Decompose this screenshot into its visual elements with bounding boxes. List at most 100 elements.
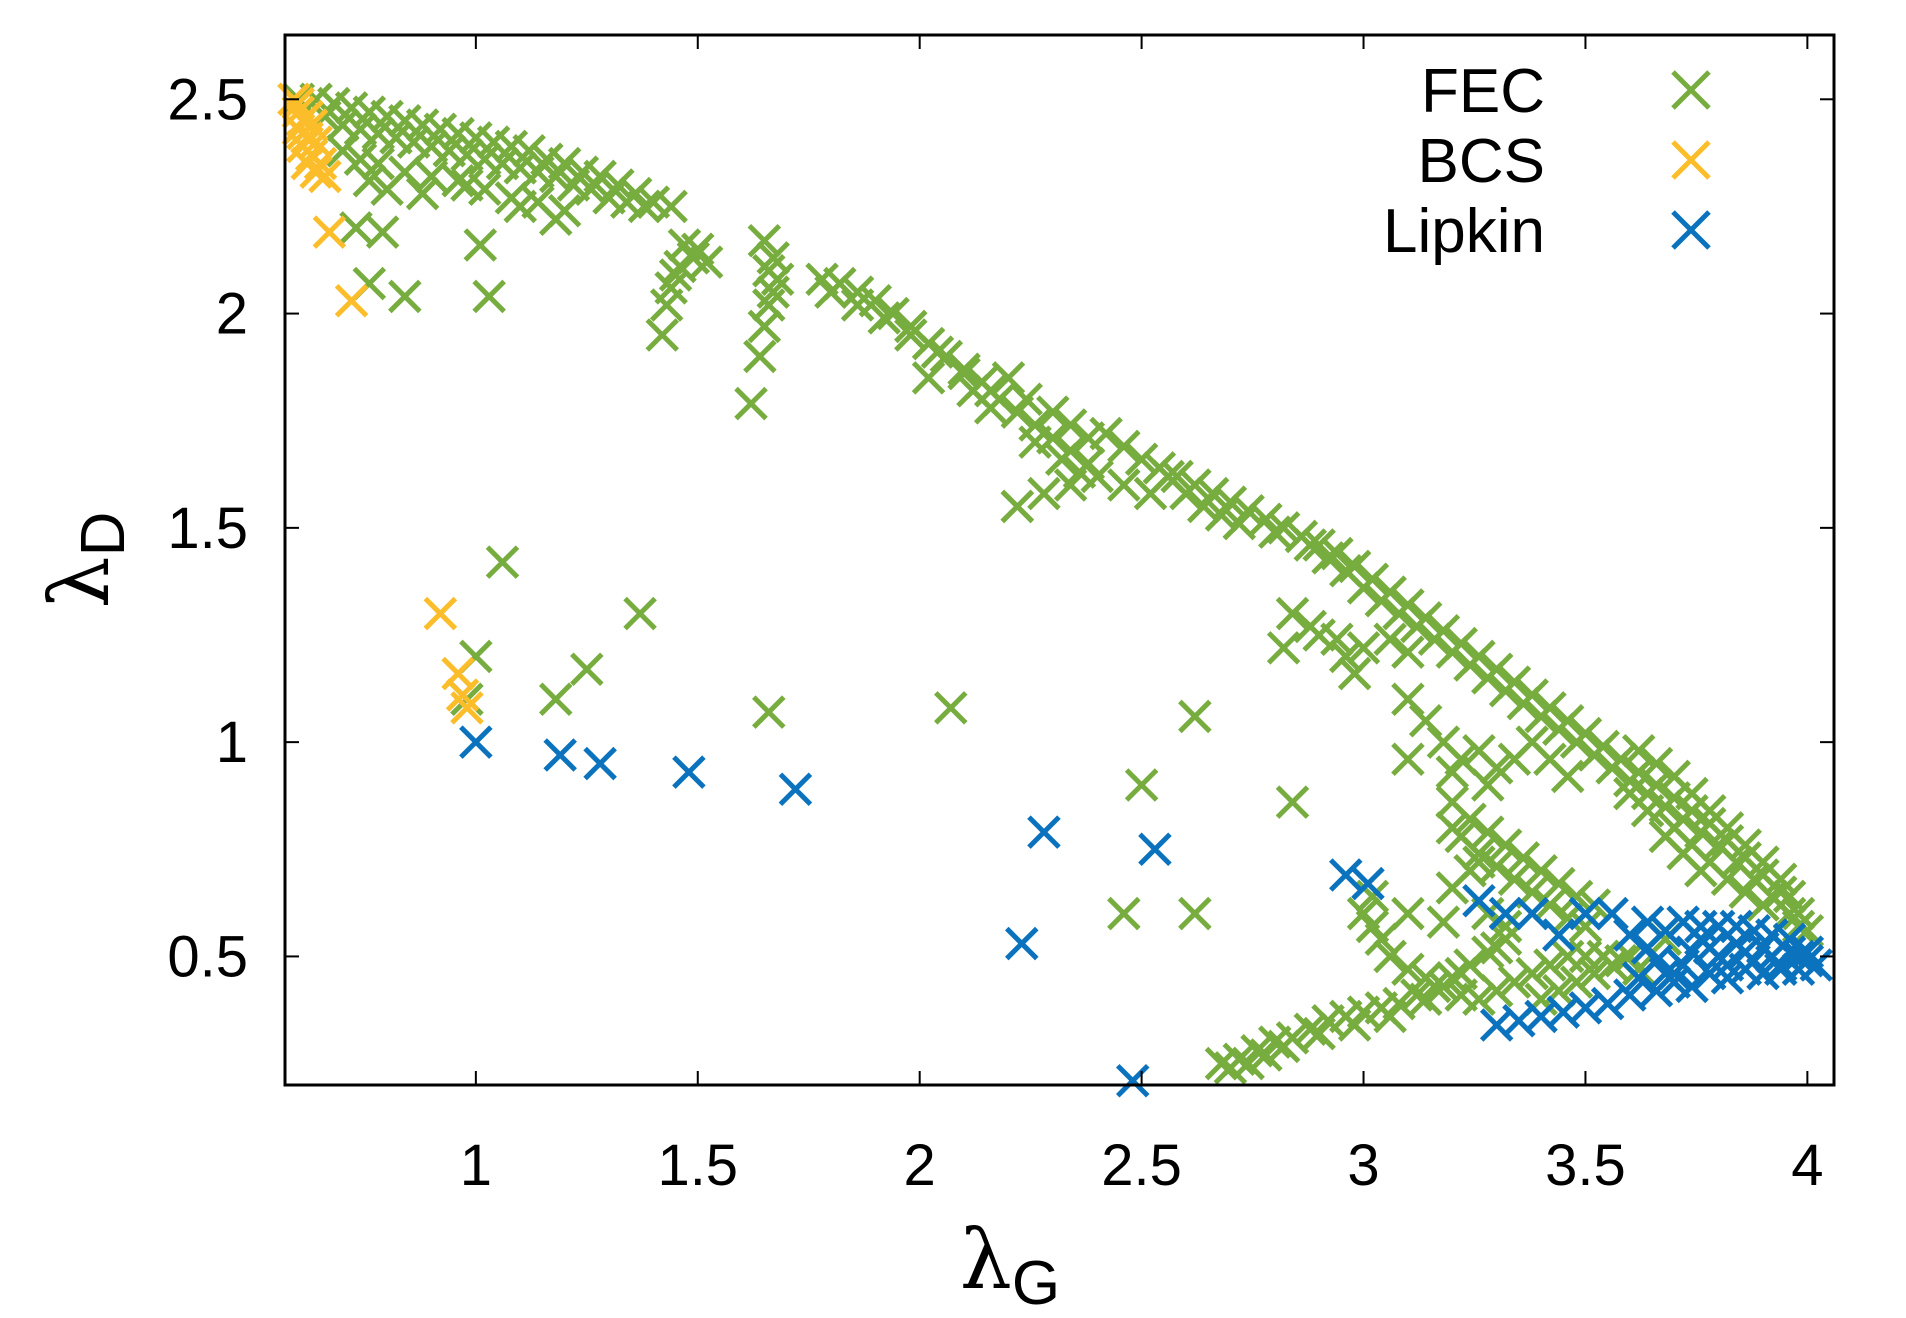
fec-point <box>538 682 573 717</box>
fec-point <box>1506 841 1541 875</box>
fec-point <box>538 159 573 194</box>
fec-point <box>1373 939 1407 974</box>
fec-point <box>840 275 875 309</box>
fec-point <box>1471 661 1505 695</box>
fec-point <box>867 301 901 335</box>
y-tick-label: 1 <box>216 710 248 775</box>
y-axis-symbol: λ <box>33 556 128 608</box>
fec-point <box>1488 909 1523 944</box>
fec-point <box>1107 896 1141 931</box>
fec-point <box>538 202 573 237</box>
fec-point <box>623 596 657 631</box>
lipkin-point <box>1790 935 1825 969</box>
bcs-point <box>334 283 369 318</box>
legend-label-lipkin: Lipkin <box>1383 197 1545 266</box>
lipkin-point <box>1595 896 1629 931</box>
fec-point <box>1595 751 1629 785</box>
y-axis-title: λD <box>33 512 138 609</box>
fec-point <box>1684 853 1718 888</box>
lipkin-point <box>459 725 493 759</box>
lipkin-point <box>1005 926 1039 961</box>
lipkin-point <box>1515 896 1549 931</box>
lipkin-point <box>1590 986 1625 1021</box>
fec-point <box>1275 785 1310 819</box>
fec-point <box>1488 673 1523 708</box>
fec-point <box>1453 648 1487 682</box>
fec-point <box>1400 978 1434 1012</box>
fec-point <box>1462 982 1496 1017</box>
fec-point <box>1186 489 1221 524</box>
fec-point <box>1444 956 1478 991</box>
lipkin-point <box>1675 969 1709 1004</box>
fec-point <box>689 245 724 279</box>
fec-point <box>1471 768 1505 802</box>
fec-point <box>1577 956 1612 991</box>
fec-point <box>1373 622 1407 657</box>
fec-point <box>1542 712 1576 747</box>
fec-point <box>1275 596 1310 631</box>
fec-point <box>570 652 604 687</box>
fec-point <box>1346 571 1381 605</box>
fec-point <box>1391 742 1425 777</box>
legend-marker-bcs <box>1671 140 1711 180</box>
fec-point <box>1027 476 1061 511</box>
fec-point <box>1639 746 1674 781</box>
fec-point <box>1613 776 1647 811</box>
fec-point <box>1613 763 1647 798</box>
fec-point <box>1763 875 1798 909</box>
fec-point <box>365 215 400 249</box>
fec-point <box>1400 609 1434 644</box>
fec-point <box>1435 961 1470 995</box>
y-tick-label: 0.5 <box>167 924 248 989</box>
fec-point <box>973 391 1008 425</box>
fec-point <box>472 279 506 314</box>
fec-point <box>1204 498 1239 532</box>
plot-frame <box>283 33 1836 1087</box>
fec-point <box>1293 1012 1328 1047</box>
plot-markers <box>277 82 1834 1098</box>
fec-point <box>1169 476 1203 511</box>
lipkin-point <box>543 738 577 772</box>
lipkin-point <box>1027 815 1061 849</box>
fec-point <box>1763 862 1798 897</box>
lipkin-point <box>1657 956 1691 991</box>
fec-point <box>1053 408 1088 442</box>
y-tick-label: 1.5 <box>167 496 248 561</box>
fec-point <box>1595 948 1629 982</box>
lipkin-point <box>1351 866 1385 901</box>
legend-label-fec: FEC <box>1421 57 1545 126</box>
fec-point <box>1453 853 1487 888</box>
lipkin-point <box>1781 939 1816 974</box>
fec-point <box>1488 828 1523 862</box>
fec-point <box>1462 836 1496 871</box>
fec-point <box>743 339 777 374</box>
fec-point <box>920 335 955 369</box>
fec-point <box>747 309 782 344</box>
fec-point <box>1417 622 1452 657</box>
fec-point <box>814 275 848 309</box>
fec-point <box>1044 442 1079 477</box>
fec-point <box>1453 802 1487 837</box>
fec-point <box>1249 1038 1283 1072</box>
fec-point <box>1577 738 1612 772</box>
fec-point <box>1302 618 1336 652</box>
fec-point <box>1053 468 1088 502</box>
fec-point <box>1542 866 1576 901</box>
fec-point <box>1107 429 1141 464</box>
fec-point <box>1479 751 1514 785</box>
fec-point <box>574 172 609 207</box>
fec-point <box>1524 853 1558 888</box>
fec-point <box>414 159 449 194</box>
fec-point <box>1089 416 1123 451</box>
lipkin-point <box>1648 913 1683 948</box>
fec-point <box>627 189 662 224</box>
fec-point <box>1533 948 1567 982</box>
lipkin-point <box>1666 905 1700 939</box>
x-tick-label: 1 <box>460 1133 492 1198</box>
fec-point <box>1391 952 1425 987</box>
fec-point <box>1506 686 1541 721</box>
fec-point <box>1329 639 1363 674</box>
fec-point <box>1266 511 1301 545</box>
